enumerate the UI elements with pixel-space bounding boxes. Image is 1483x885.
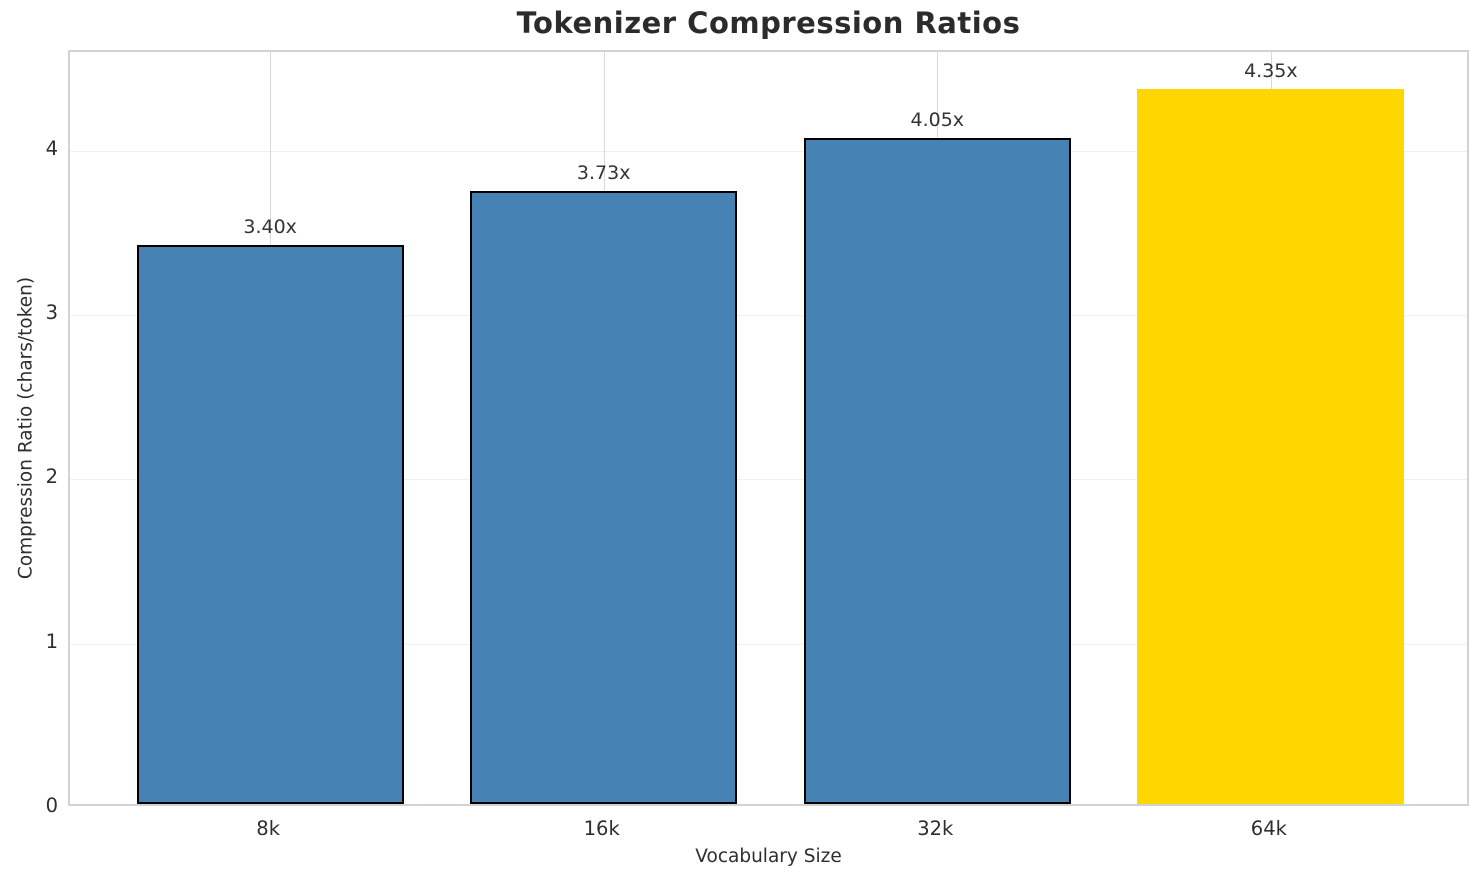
bar-value-label: 4.35x (1244, 60, 1298, 83)
bar-value-label: 4.05x (910, 109, 965, 132)
bar-32k (803, 138, 1071, 804)
y-tick-label: 2 (45, 465, 58, 489)
y-tick-label: 1 (45, 629, 58, 653)
plot-area: 3.40x 3.73x 4.05x 4.35x (68, 50, 1469, 806)
x-tick-label-64k: 64k (1250, 817, 1287, 840)
gridline-horizontal (70, 314, 1467, 316)
x-tick-label-8k: 8k (256, 817, 280, 840)
bar-16k (470, 190, 738, 804)
x-axis-label: Vocabulary Size (695, 846, 842, 867)
x-tick-label-16k: 16k (583, 817, 620, 840)
gridline-horizontal (70, 150, 1467, 152)
bar-value-label: 3.40x (243, 216, 297, 239)
x-tick-label-32k: 32k (917, 817, 954, 840)
gridline-horizontal (70, 643, 1467, 645)
bar-value-label: 3.73x (576, 161, 631, 184)
y-tick-label: 3 (45, 300, 58, 324)
gridline-horizontal (70, 479, 1467, 481)
bar-8k (136, 245, 404, 804)
y-tick-label: 0 (45, 794, 58, 817)
y-tick-label: 4 (45, 136, 58, 160)
bar-64k (1137, 89, 1405, 804)
chart-title: Tokenizer Compression Ratios (516, 6, 1021, 40)
